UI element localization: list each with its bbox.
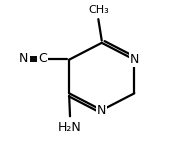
Text: N: N <box>19 52 29 65</box>
Text: CH₃: CH₃ <box>88 5 109 15</box>
Text: N: N <box>130 53 139 66</box>
Text: C: C <box>38 52 47 65</box>
Text: N: N <box>97 104 106 117</box>
Text: H₂N: H₂N <box>58 121 82 134</box>
